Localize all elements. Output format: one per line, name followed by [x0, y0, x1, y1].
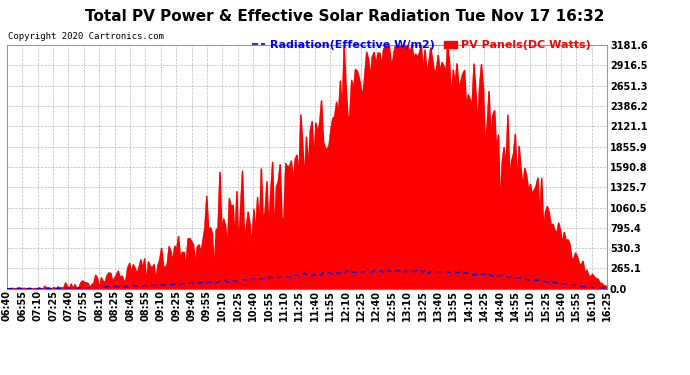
Legend: Radiation(Effective W/m2), PV Panels(DC Watts): Radiation(Effective W/m2), PV Panels(DC …	[248, 36, 595, 55]
Text: Total PV Power & Effective Solar Radiation Tue Nov 17 16:32: Total PV Power & Effective Solar Radiati…	[86, 9, 604, 24]
Text: Copyright 2020 Cartronics.com: Copyright 2020 Cartronics.com	[8, 32, 164, 40]
